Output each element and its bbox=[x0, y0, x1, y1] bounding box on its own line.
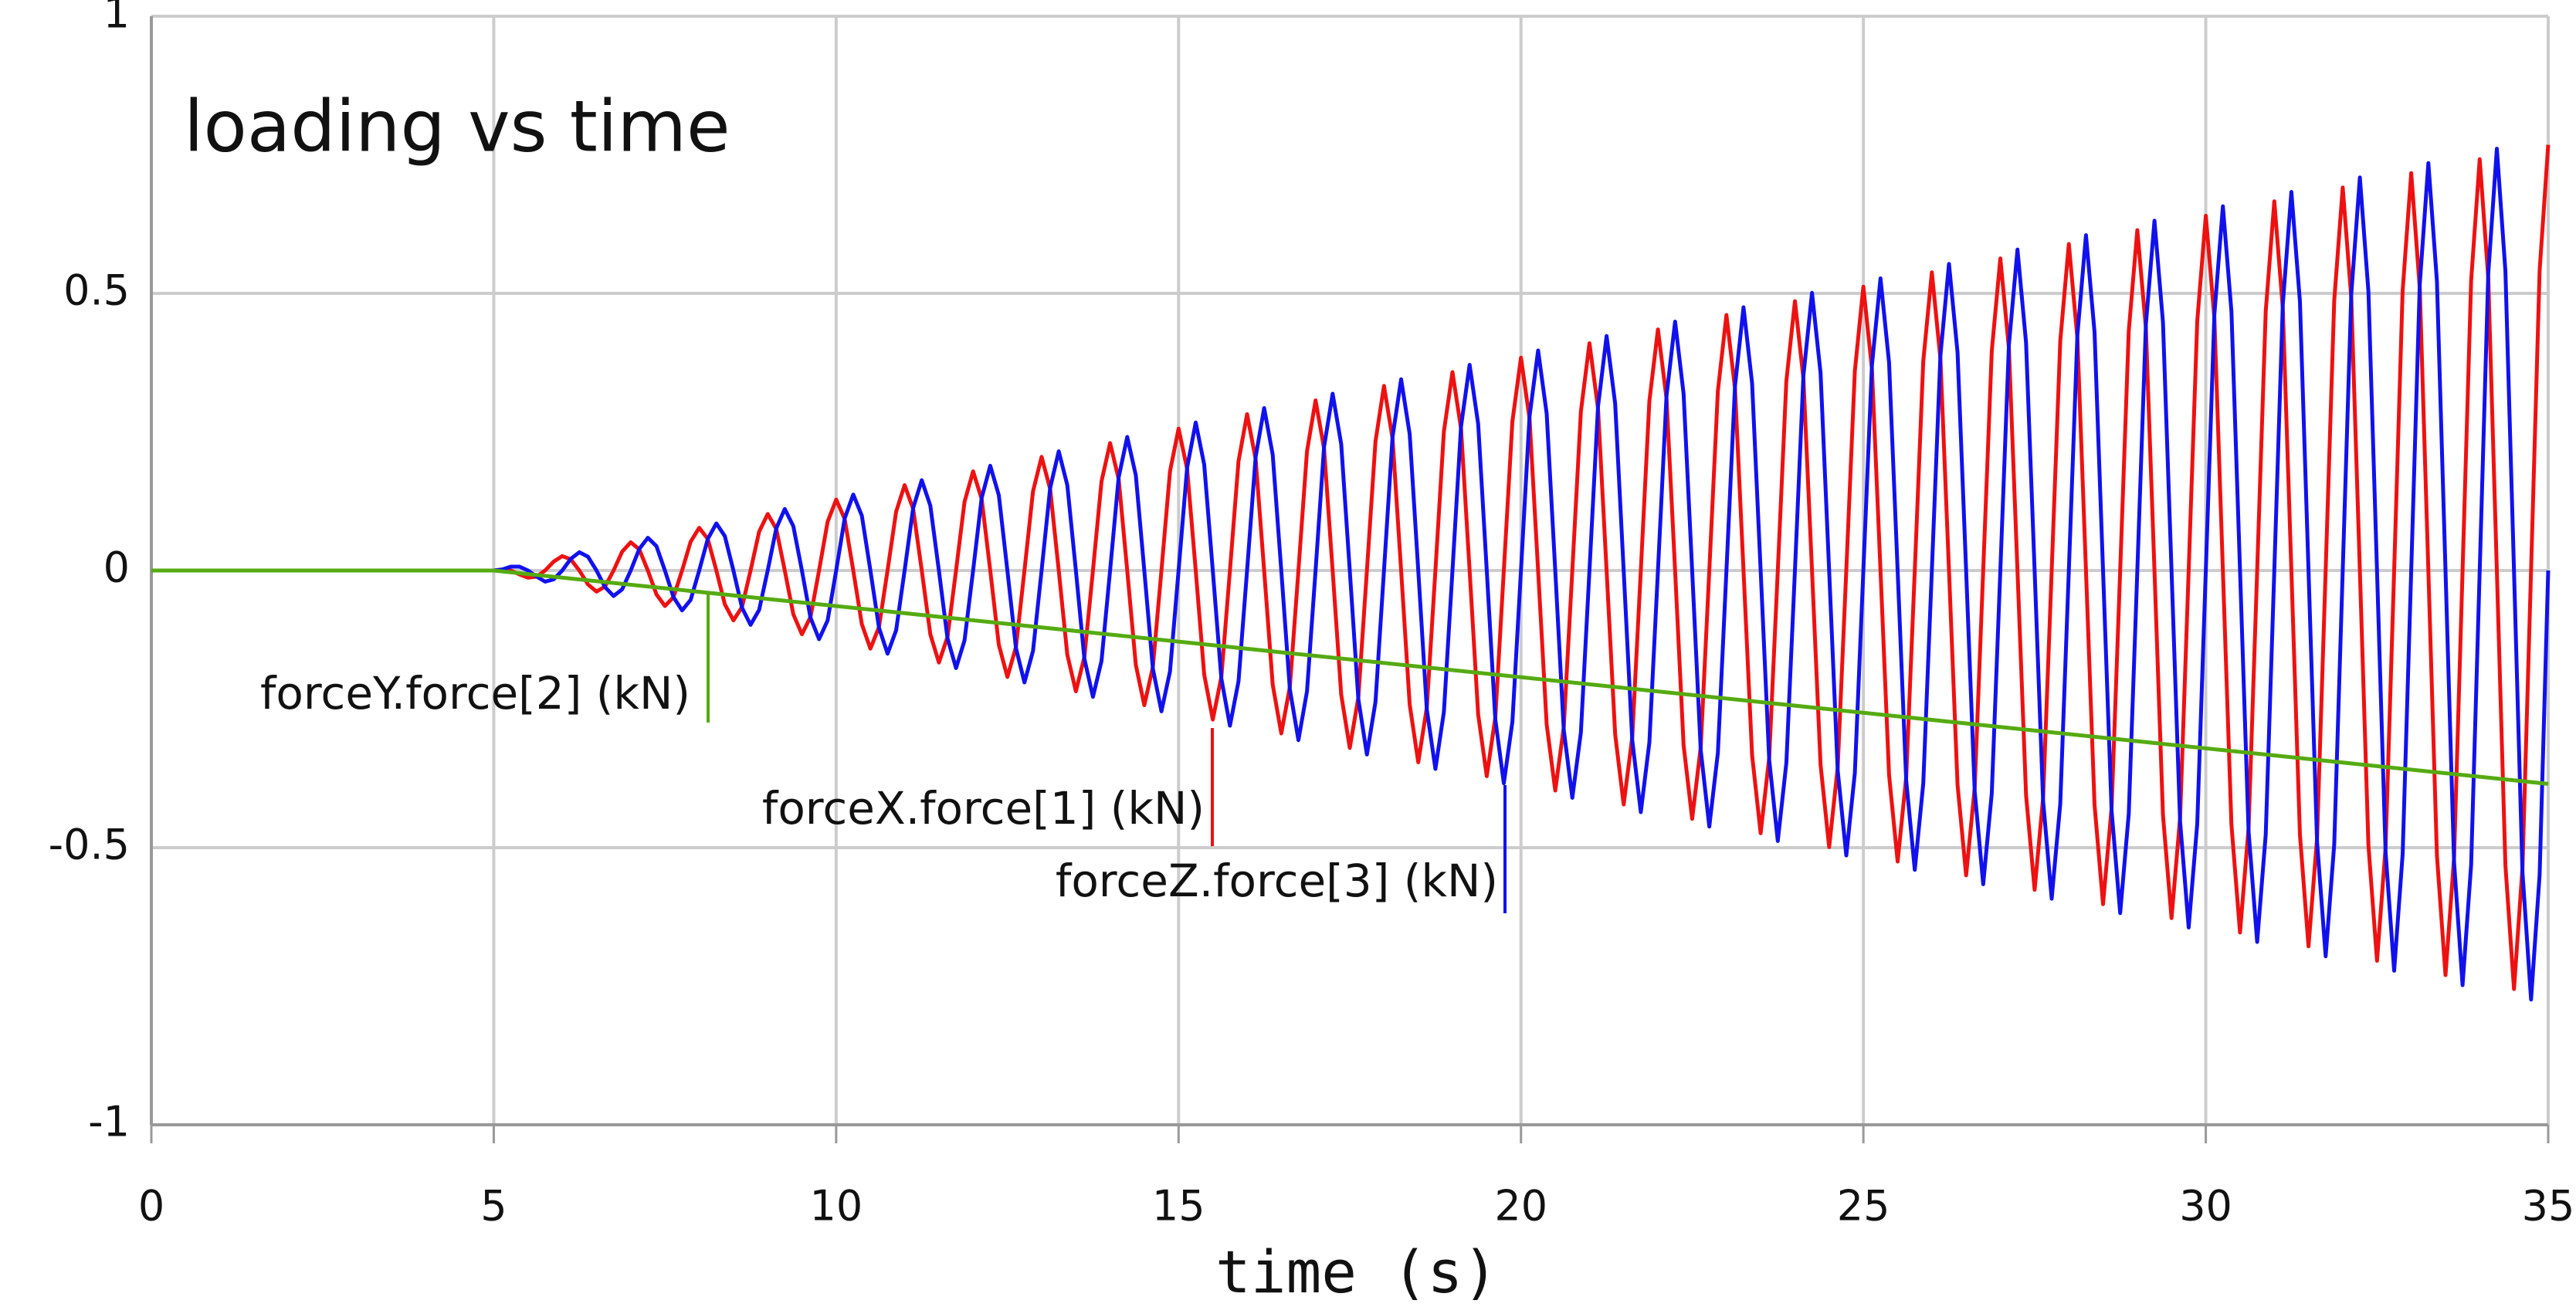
legend-label: forceY.force[2] (kN) bbox=[260, 667, 690, 720]
x-tick-label: 25 bbox=[1837, 1182, 1890, 1231]
labels: -1-0.500.510 5 10 15 20 25 30 35forceX.force[1]… bbox=[49, 0, 2575, 1231]
y-tick-label: -0.5 bbox=[49, 821, 130, 869]
x-tick-label: 5 bbox=[480, 1182, 507, 1231]
series-line bbox=[151, 147, 2551, 1002]
x-tick-label: 10 bbox=[809, 1182, 863, 1231]
series-line bbox=[151, 144, 2551, 991]
plot-lines bbox=[151, 144, 2551, 1002]
y-tick-label: 0 bbox=[103, 543, 130, 592]
x-tick-label: 20 bbox=[1494, 1182, 1547, 1231]
x-tick-label: 35 bbox=[2522, 1182, 2575, 1231]
x-tick-label: 0 bbox=[138, 1182, 164, 1231]
x-tick-label: 15 bbox=[1152, 1182, 1205, 1231]
y-tick-label: 1 bbox=[103, 0, 130, 38]
legend-label: forceX.force[1] (kN) bbox=[762, 782, 1205, 835]
y-tick-label: 0.5 bbox=[63, 266, 130, 315]
legend-label: forceZ.force[3] (kN) bbox=[1056, 855, 1498, 907]
series-line bbox=[151, 568, 2549, 786]
x-axis-label: time (s) bbox=[1215, 1238, 1498, 1306]
y-tick-label: -1 bbox=[88, 1098, 130, 1146]
x-tick-label: 30 bbox=[2179, 1182, 2232, 1231]
chart-title: loading vs time bbox=[184, 85, 730, 168]
